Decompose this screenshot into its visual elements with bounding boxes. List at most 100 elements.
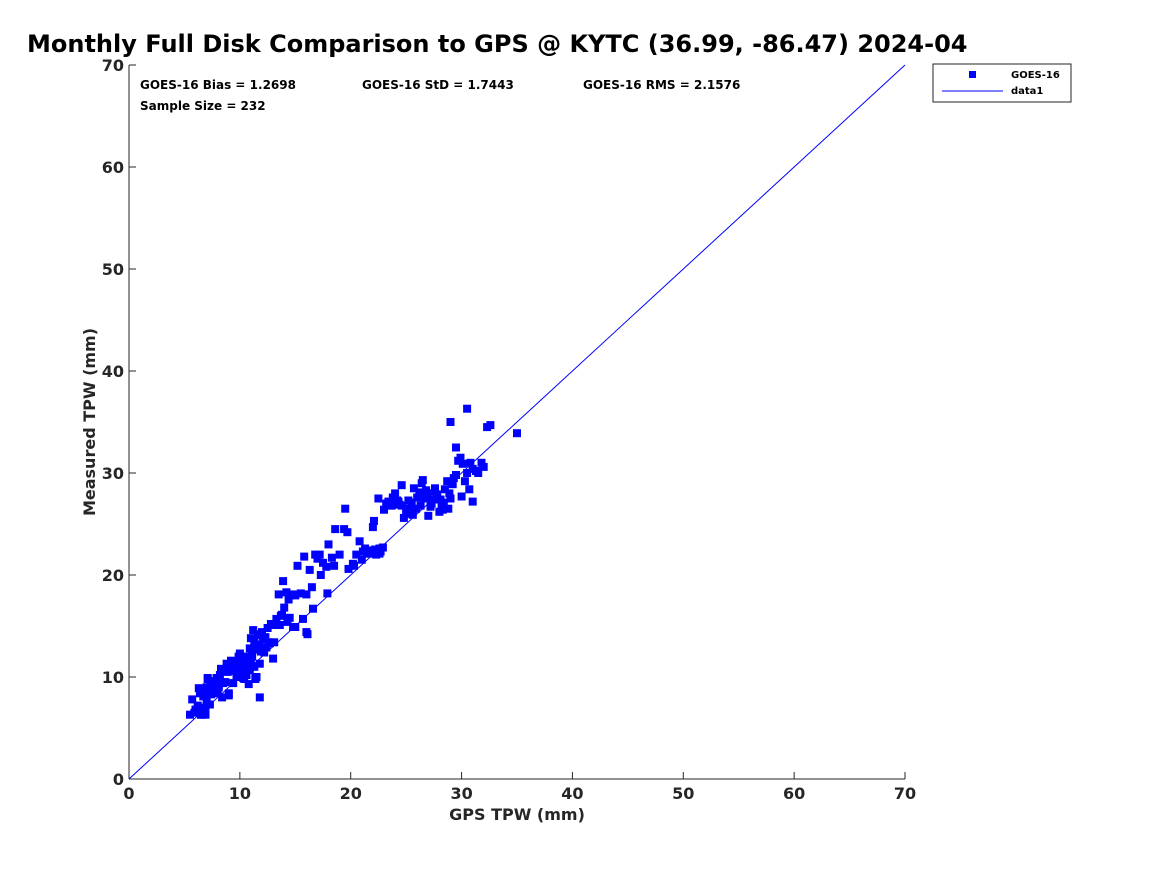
scatter-point bbox=[409, 484, 418, 493]
scatter-point bbox=[331, 525, 340, 534]
scatter-point bbox=[260, 633, 269, 642]
scatter-point bbox=[468, 497, 477, 506]
y-tick-label: 40 bbox=[102, 362, 124, 381]
scatter-point bbox=[264, 638, 273, 647]
y-axis-label: Measured TPW (mm) bbox=[80, 328, 99, 516]
scatter-point bbox=[282, 588, 291, 597]
scatter-point bbox=[412, 504, 421, 513]
scatter-point bbox=[313, 554, 322, 563]
scatter-point bbox=[274, 590, 283, 599]
scatter-point bbox=[463, 469, 472, 477]
scatter-point bbox=[380, 505, 388, 514]
scatter-point bbox=[513, 429, 521, 438]
scatter-point bbox=[269, 654, 278, 663]
y-tick-label: 20 bbox=[102, 566, 124, 585]
scatter-point bbox=[322, 562, 331, 571]
scatter-point bbox=[387, 501, 396, 510]
scatter-point bbox=[477, 458, 486, 467]
scatter-point bbox=[417, 479, 426, 488]
x-tick-label: 60 bbox=[783, 784, 805, 803]
x-axis-ticks: 0 10 20 30 40 50 60 70 bbox=[123, 772, 916, 803]
scatter-point bbox=[368, 523, 377, 532]
scatter-point bbox=[284, 595, 293, 604]
scatter-point bbox=[375, 544, 384, 553]
scatter-point bbox=[456, 453, 465, 462]
scatter-point bbox=[238, 666, 247, 675]
scatter-point bbox=[279, 577, 288, 586]
scatter-point bbox=[309, 604, 317, 613]
scatter-point bbox=[201, 707, 210, 716]
scatter-point bbox=[474, 469, 483, 477]
scatter-point bbox=[221, 678, 230, 687]
scatter-point bbox=[240, 675, 249, 683]
scatter-point bbox=[285, 613, 294, 622]
scatter-point bbox=[446, 494, 455, 503]
scatter-point bbox=[300, 552, 309, 561]
scatter-point bbox=[457, 492, 466, 501]
scatter-point bbox=[207, 690, 215, 699]
y-tick-label: 10 bbox=[102, 668, 124, 687]
scatter-point bbox=[212, 674, 221, 682]
scatter-point bbox=[242, 656, 251, 665]
scatter-point bbox=[224, 689, 233, 698]
scatter-point bbox=[296, 589, 305, 598]
rms-stat: GOES-16 RMS = 2.1576 bbox=[583, 78, 740, 92]
y-tick-label: 70 bbox=[102, 56, 124, 75]
scatter-point bbox=[234, 652, 243, 661]
x-tick-label: 70 bbox=[894, 784, 916, 803]
x-tick-label: 10 bbox=[229, 784, 251, 803]
scatter-point bbox=[233, 657, 242, 666]
scatter-point bbox=[203, 675, 212, 683]
scatter-point bbox=[344, 564, 353, 573]
scatter-point bbox=[229, 679, 238, 688]
scatter-point bbox=[438, 505, 447, 514]
scatter-point bbox=[443, 477, 452, 486]
scatter-point bbox=[330, 561, 339, 570]
scatter-point bbox=[408, 510, 417, 519]
scatter-point bbox=[465, 485, 474, 494]
scatter-point bbox=[452, 471, 460, 479]
scatter-point bbox=[311, 550, 320, 559]
scatter-point bbox=[272, 614, 281, 623]
scatter-point bbox=[445, 489, 454, 498]
x-tick-label: 40 bbox=[561, 784, 583, 803]
scatter-point bbox=[444, 504, 453, 513]
x-tick-label: 20 bbox=[340, 784, 362, 803]
scatter-point bbox=[200, 687, 209, 696]
scatter-point bbox=[230, 666, 239, 675]
scatter-point bbox=[218, 693, 227, 702]
scatter-point bbox=[210, 679, 219, 688]
chart-title: Monthly Full Disk Comparison to GPS @ KY… bbox=[27, 30, 967, 58]
scatter-point bbox=[427, 499, 436, 508]
scatter-point bbox=[214, 681, 223, 690]
scatter-point bbox=[245, 644, 254, 653]
scatter-point bbox=[228, 662, 237, 671]
scatter-point bbox=[335, 550, 344, 559]
scatter-point bbox=[266, 620, 275, 628]
scatter-point bbox=[433, 490, 442, 499]
scatter-point bbox=[341, 504, 350, 513]
scatter-point bbox=[422, 486, 431, 495]
legend-box bbox=[932, 63, 1072, 103]
scatter-point bbox=[293, 561, 302, 570]
plot-axes bbox=[128, 65, 905, 780]
scatter-points-layer bbox=[186, 404, 521, 719]
y-tick-label: 30 bbox=[102, 464, 124, 483]
scatter-point bbox=[352, 550, 361, 559]
y-axis-ticks: 0 10 20 30 40 50 60 70 bbox=[102, 56, 136, 789]
scatter-point bbox=[270, 638, 279, 647]
scatter-point bbox=[254, 640, 263, 649]
scatter-point bbox=[227, 656, 235, 665]
scatter-point bbox=[198, 703, 207, 712]
scatter-point bbox=[323, 589, 332, 598]
scatter-point bbox=[324, 540, 333, 549]
scatter-point bbox=[340, 525, 349, 534]
scatter-point bbox=[305, 565, 314, 574]
scatter-point bbox=[415, 493, 424, 502]
statistics-annotations: GOES-16 Bias = 1.2698 GOES-16 StD = 1.74… bbox=[140, 78, 740, 113]
scatter-point bbox=[251, 675, 260, 683]
scatter-point bbox=[280, 603, 289, 612]
scatter-point bbox=[290, 590, 299, 599]
scatter-point bbox=[452, 443, 460, 452]
